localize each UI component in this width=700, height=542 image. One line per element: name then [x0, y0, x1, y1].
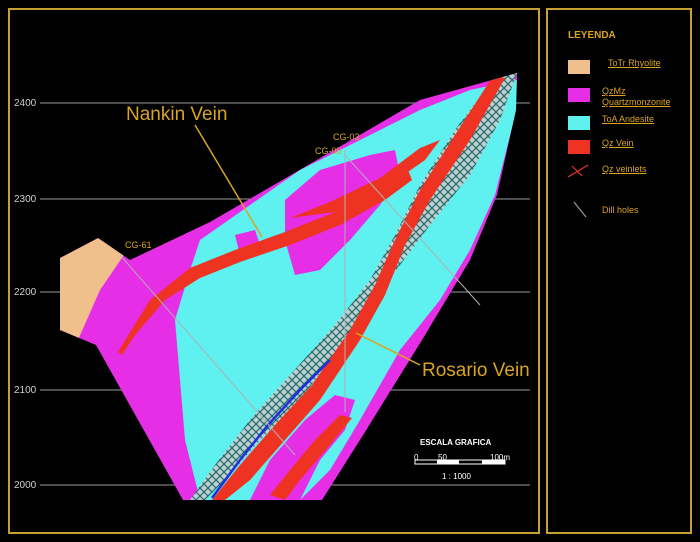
legend-label: Dill holes	[602, 205, 639, 215]
drill-hole-label-cg03: CG-03	[333, 132, 360, 142]
rhyolite-unit	[60, 238, 126, 340]
scale-tick-0: 0	[414, 453, 419, 462]
legend-label: Qz Vein	[602, 138, 634, 148]
legend-label: QzMz Quartzmonzonite	[602, 86, 671, 107]
legend-item-qz-vein: Qz Vein	[568, 138, 688, 162]
scale-tick-100: 100m	[490, 453, 511, 462]
legend-label: Qz veinlets	[602, 164, 647, 174]
drill-hole-label-cg05: CG-05	[315, 146, 342, 156]
elevation-label-2100: 2100	[14, 385, 37, 396]
drill-holes	[119, 150, 481, 456]
legend-item-rhyolite: ToTr Rhyolite	[568, 58, 688, 82]
nankin-vein-callout: Nankin Vein	[126, 104, 228, 125]
quartzmonzonite-inlier	[250, 395, 355, 500]
elevation-label-2000: 2000	[14, 480, 37, 491]
blue-vein-trace	[210, 359, 331, 499]
legend-item-drill-holes: Dill holes	[568, 205, 688, 229]
legend-swatch-rhyolite	[568, 60, 590, 74]
secondary-vein	[270, 415, 352, 500]
legend-label: ToA Andesite	[602, 114, 655, 124]
nankin-callout-leader	[194, 124, 263, 238]
drill-hole-label-cg61: CG-61	[125, 240, 152, 250]
legend-swatch-andesite	[568, 116, 590, 130]
scale-title: ESCALA GRAFICA	[420, 438, 492, 447]
elevation-label-2400: 2400	[14, 98, 37, 109]
legend-item-qz-veinlets: Qz veinlets	[568, 164, 688, 188]
legend-symbols	[567, 164, 589, 218]
elevation-label-2200: 2200	[14, 287, 37, 298]
rosario-vein	[212, 76, 505, 500]
graphic-scale: ESCALA GRAFICA 0 50 100m 1 : 1000	[408, 438, 511, 484]
rosario-vein-callout: Rosario Vein	[422, 360, 530, 381]
scale-bar	[414, 459, 506, 465]
legend-swatch-qz-vein	[568, 140, 590, 154]
legend-item-quartzmonzonite: QzMz Quartzmonzonite	[568, 86, 688, 116]
rosario-callout-leader	[355, 332, 421, 366]
nankin-vein-upper	[290, 140, 440, 218]
legend-title: LEYENDA	[568, 30, 616, 41]
scale-ratio: 1 : 1000	[442, 472, 471, 481]
legend-frame	[546, 8, 692, 534]
map-frame	[8, 8, 540, 534]
legend-item-andesite: ToA Andesite	[568, 114, 688, 138]
legend-swatch-quartzmonzonite	[568, 88, 590, 102]
nankin-vein	[118, 170, 412, 355]
legend-label: ToTr Rhyolite	[608, 58, 661, 68]
scale-tick-50: 50	[438, 453, 447, 462]
elevation-label-2300: 2300	[14, 194, 37, 205]
